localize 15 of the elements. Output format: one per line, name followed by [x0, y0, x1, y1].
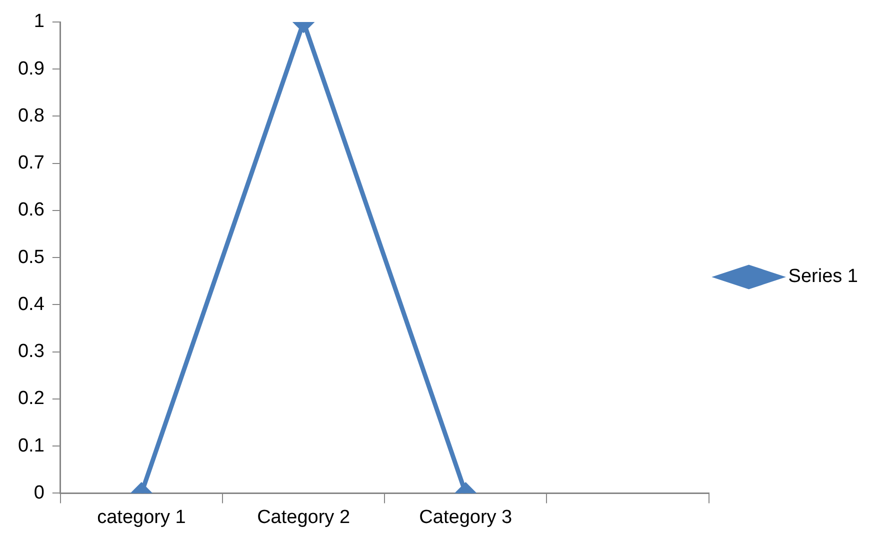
y-tick-label: 0.8: [18, 105, 44, 126]
y-tick-label: 1: [34, 11, 44, 32]
x-tick-label: Category 2: [257, 506, 350, 528]
y-tick-label: 0.4: [18, 294, 45, 315]
x-tick-label: category 1: [97, 506, 186, 528]
y-tick-label: 0.7: [18, 152, 44, 174]
y-tick-label: 0.6: [18, 200, 44, 221]
y-tick-label: 0: [34, 482, 44, 504]
legend-label: Series 1: [788, 266, 858, 288]
y-tick-label: 0.2: [18, 388, 44, 410]
y-tick-label: 0.5: [18, 246, 44, 268]
x-tick-label: Category 3: [419, 506, 512, 528]
y-tick-label: 0.3: [18, 341, 44, 362]
y-tick-label: 0.1: [18, 435, 44, 456]
y-tick-label: 0.9: [18, 58, 44, 80]
